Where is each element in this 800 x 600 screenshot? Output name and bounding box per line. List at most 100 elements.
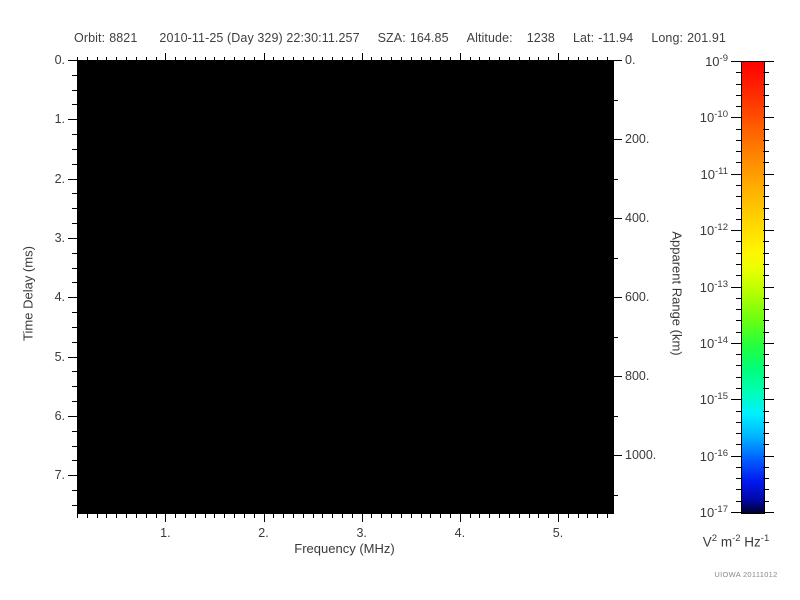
colorbar-tick-label: 10-11	[700, 165, 729, 182]
colorbar-tick	[736, 421, 742, 423]
axis-tick	[322, 57, 324, 62]
credit-text: UIOWA 20111012	[714, 570, 778, 579]
axis-tick	[499, 57, 501, 62]
header-field-2: SZA: 164.85	[378, 31, 449, 45]
colorbar-tick	[736, 241, 742, 243]
axis-tick	[567, 513, 569, 518]
axis-tick	[145, 57, 147, 62]
axis-tick	[72, 193, 77, 195]
axis-tick	[342, 513, 344, 518]
colorbar-tick	[736, 162, 742, 164]
colorbar-unit-label: V2 m-2 Hz-1	[702, 533, 770, 550]
axis-tick	[116, 57, 118, 62]
header-field-0: Orbit: 8821	[74, 31, 137, 45]
axis-tick	[72, 74, 77, 76]
header-field-label: Orbit:	[74, 31, 106, 45]
axis-tick	[292, 57, 294, 62]
colorbar-tick	[763, 320, 769, 322]
axis-tick	[175, 513, 177, 518]
colorbar-tick	[763, 252, 769, 254]
colorbar-tick	[763, 399, 774, 401]
axis-tick	[72, 89, 77, 91]
colorbar-tick	[736, 489, 742, 491]
axis-tick	[613, 376, 622, 378]
axis-tick	[577, 513, 579, 518]
axis-tick-label: 3.	[356, 526, 367, 540]
colorbar-tick	[736, 275, 742, 277]
axis-tick	[508, 57, 510, 62]
colorbar-tick	[763, 478, 769, 480]
axis-tick	[508, 513, 510, 518]
axis-tick	[68, 356, 77, 358]
colorbar-ticks-right	[763, 55, 787, 520]
colorbar-tick	[763, 455, 774, 457]
axis-tick	[68, 60, 77, 61]
axis-tick	[155, 57, 157, 62]
axis-tick	[116, 513, 118, 518]
axis-tick	[391, 513, 393, 518]
axis-tick	[86, 513, 88, 518]
colorbar-tick	[736, 72, 742, 74]
colorbar-tick	[763, 410, 769, 412]
axis-tick	[72, 252, 77, 254]
header-field-value: -11.94	[598, 31, 634, 45]
axis-tick	[135, 57, 137, 62]
axis-tick	[214, 57, 216, 62]
colorbar-tick	[736, 83, 742, 85]
axis-tick	[587, 513, 589, 518]
axis-tick	[263, 53, 265, 62]
axis-tick	[126, 513, 128, 518]
axis-tick-label: 3.	[54, 230, 65, 245]
axis-tick	[597, 513, 599, 518]
axis-tick	[613, 455, 622, 457]
axis-tick	[72, 163, 77, 165]
axis-tick	[613, 494, 618, 496]
axis-tick-label: 2.	[54, 171, 65, 186]
axis-tick	[72, 401, 77, 403]
colorbar-tick	[731, 286, 742, 288]
axis-tick	[77, 57, 78, 62]
axis-tick	[292, 513, 294, 518]
colorbar-tick	[763, 230, 774, 232]
colorbar-tick	[736, 354, 742, 356]
colorbar-tick	[736, 139, 742, 141]
colorbar-tick	[736, 433, 742, 435]
axis-tick	[613, 99, 618, 101]
colorbar-tick	[763, 354, 769, 356]
colorbar-tick	[731, 173, 742, 175]
header-field-value: 1238	[526, 31, 555, 45]
axis-tick	[72, 208, 77, 210]
colorbar-tick	[736, 444, 742, 446]
colorbar-tick	[763, 173, 774, 175]
header-field-label: Long:	[651, 31, 684, 45]
colorbar-tick	[763, 466, 769, 468]
axis-tick	[450, 57, 452, 62]
axis-tick-label: 200.	[625, 132, 650, 147]
colorbar-tick-label: 10-10	[699, 109, 728, 126]
axis-tick	[312, 513, 314, 518]
header-field-5: Long: 201.91	[651, 31, 726, 45]
axis-tick	[322, 513, 324, 518]
colorbar-tick	[763, 94, 769, 96]
axis-tick-label: 1000.	[625, 448, 657, 463]
colorbar-tick	[763, 196, 769, 198]
axis-tick	[72, 445, 77, 447]
colorbar-tick	[731, 230, 742, 232]
axis-tick-label: 4.	[454, 526, 466, 540]
axis-tick	[613, 257, 618, 259]
header-field-4: Lat: -11.94	[573, 31, 633, 45]
axis-tick	[567, 57, 569, 62]
header-field-value: 8821	[109, 31, 138, 45]
axis-tick	[361, 53, 363, 62]
colorbar-tick	[736, 151, 742, 153]
colorbar-tick	[763, 128, 769, 130]
header-field-3: Altitude: 1238	[467, 31, 555, 45]
axis-tick-label: 2.	[258, 526, 269, 540]
colorbar-gradient	[741, 61, 765, 514]
colorbar-tick	[763, 500, 769, 502]
axis-tick	[96, 57, 98, 62]
y-axis-title-right: Apparent Range (km)	[669, 231, 685, 356]
colorbar-tick	[736, 466, 742, 468]
axis-tick	[548, 513, 550, 518]
axis-tick	[68, 415, 77, 417]
